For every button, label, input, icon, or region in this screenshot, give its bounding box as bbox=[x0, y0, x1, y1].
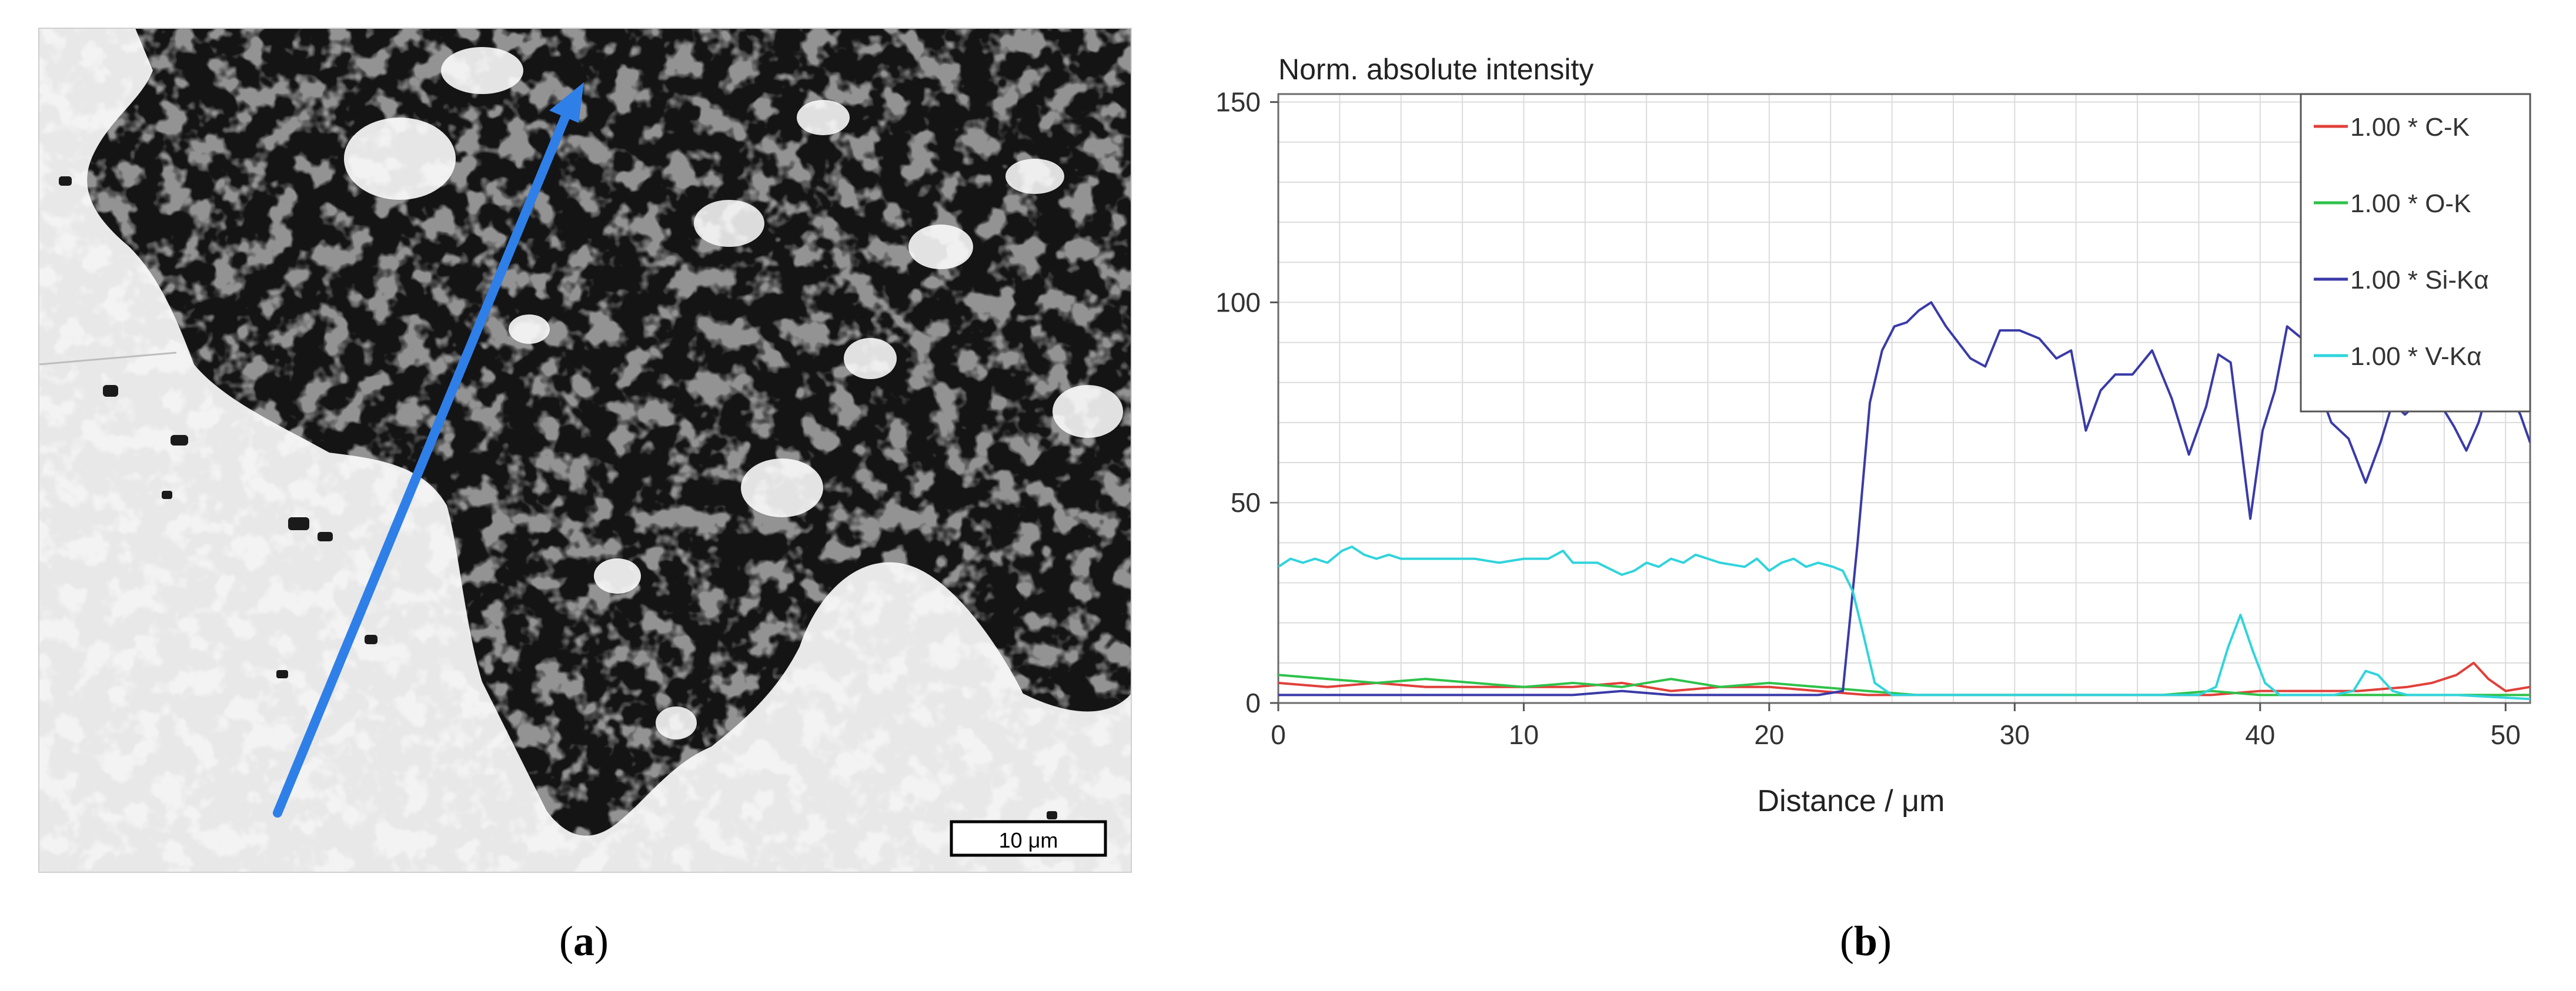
legend-label: 1.00 * Si-Kα bbox=[2350, 266, 2489, 294]
chart-axes: 0 10 20 30 40 50 0 50 100 150 bbox=[1215, 87, 2521, 750]
legend-label: 1.00 * O-K bbox=[2350, 189, 2471, 218]
x-tick-label: 50 bbox=[2491, 719, 2521, 750]
series-line-0 bbox=[1278, 661, 2530, 697]
series-line-3 bbox=[1278, 545, 2530, 701]
legend-label: 1.00 * V-Kα bbox=[2350, 342, 2482, 371]
x-tick-label: 10 bbox=[1509, 719, 1539, 750]
micrograph-frame bbox=[38, 28, 1132, 873]
isolated-particles bbox=[59, 176, 1057, 819]
scale-bar: 10 μm bbox=[950, 820, 1107, 857]
x-tick-label: 40 bbox=[2245, 719, 2275, 750]
scale-bar-label: 10 μm bbox=[999, 828, 1058, 852]
y-tick-label: 100 bbox=[1215, 287, 1261, 317]
edx-line-scan-chart: 0 10 20 30 40 50 0 50 100 150 Norm. absolute inte… bbox=[1215, 53, 2531, 818]
chart-legend: 1.00 * C-K 1.00 * O-K 1.00 * Si-Kα 1.00 * V… bbox=[2300, 93, 2531, 413]
particle-texture bbox=[39, 28, 1131, 872]
panel-label-b: (b) bbox=[1840, 918, 1892, 965]
sem-micrograph bbox=[39, 28, 1131, 872]
legend-box bbox=[2300, 93, 2531, 413]
panel-label-a: (a) bbox=[559, 918, 609, 965]
legend-label: 1.00 * C-K bbox=[2350, 113, 2470, 142]
x-tick-label: 30 bbox=[2000, 719, 2030, 750]
x-axis-label: Distance / μm bbox=[1758, 784, 1945, 818]
y-tick-label: 0 bbox=[1245, 688, 1261, 718]
y-tick-label: 50 bbox=[1231, 487, 1261, 518]
x-tick-label: 20 bbox=[1754, 719, 1784, 750]
x-tick-label: 0 bbox=[1271, 719, 1286, 750]
y-tick-label: 150 bbox=[1215, 87, 1261, 118]
line-scan-arrow bbox=[273, 82, 584, 818]
chart-title: Norm. absolute intensity bbox=[1278, 53, 1593, 86]
